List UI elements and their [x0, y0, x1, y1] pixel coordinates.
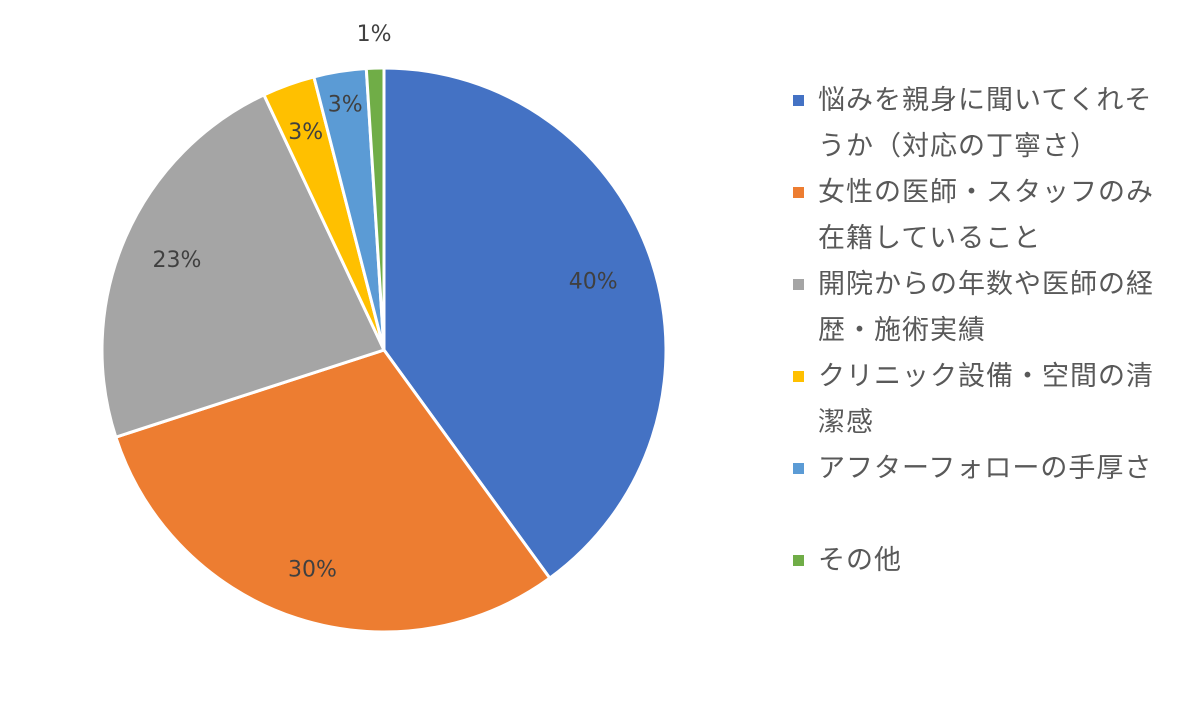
- data-label: 23%: [153, 248, 202, 273]
- data-label: 30%: [288, 557, 337, 582]
- legend-swatch: [793, 95, 804, 106]
- legend-item: 女性の医師・スタッフのみ在籍していること: [790, 170, 1190, 262]
- pie-slice: [100, 93, 386, 439]
- data-label: 40%: [569, 270, 618, 295]
- legend-label: 悩みを親身に聞いてくれそうか（対応の丁寧さ）: [818, 85, 1153, 162]
- legend-item: その他: [790, 538, 1190, 584]
- pie-chart: 40% 30% 23% 3%3% 1%: [100, 22, 668, 634]
- legend-swatch: [793, 463, 804, 474]
- data-label: 3%: [288, 120, 323, 145]
- pie-slice: [382, 66, 668, 580]
- data-label: 3%: [328, 92, 363, 117]
- legend: 悩みを親身に聞いてくれそうか（対応の丁寧さ） 女性の医師・スタッフのみ在籍してい…: [790, 78, 1190, 584]
- data-label: 1%: [357, 22, 392, 47]
- legend-label: アフターフォローの手厚さ: [818, 453, 1153, 484]
- legend-item: クリニック設備・空間の清潔感: [790, 354, 1190, 446]
- legend-label: 女性の医師・スタッフのみ在籍していること: [818, 177, 1154, 254]
- pie-slice: [114, 348, 552, 634]
- legend-swatch: [793, 555, 804, 566]
- legend-item: 開院からの年数や医師の経歴・施術実績: [790, 262, 1190, 354]
- legend-swatch: [793, 371, 804, 382]
- legend-swatch: [793, 279, 804, 290]
- legend-label: その他: [818, 545, 902, 576]
- legend-label: 開院からの年数や医師の経歴・施術実績: [818, 269, 1154, 346]
- legend-item: 悩みを親身に聞いてくれそうか（対応の丁寧さ）: [790, 78, 1190, 170]
- pie-slice: [364, 66, 386, 352]
- legend-item: アフターフォローの手厚さ: [790, 446, 1190, 492]
- legend-label: クリニック設備・空間の清潔感: [818, 361, 1154, 438]
- legend-swatch: [793, 187, 804, 198]
